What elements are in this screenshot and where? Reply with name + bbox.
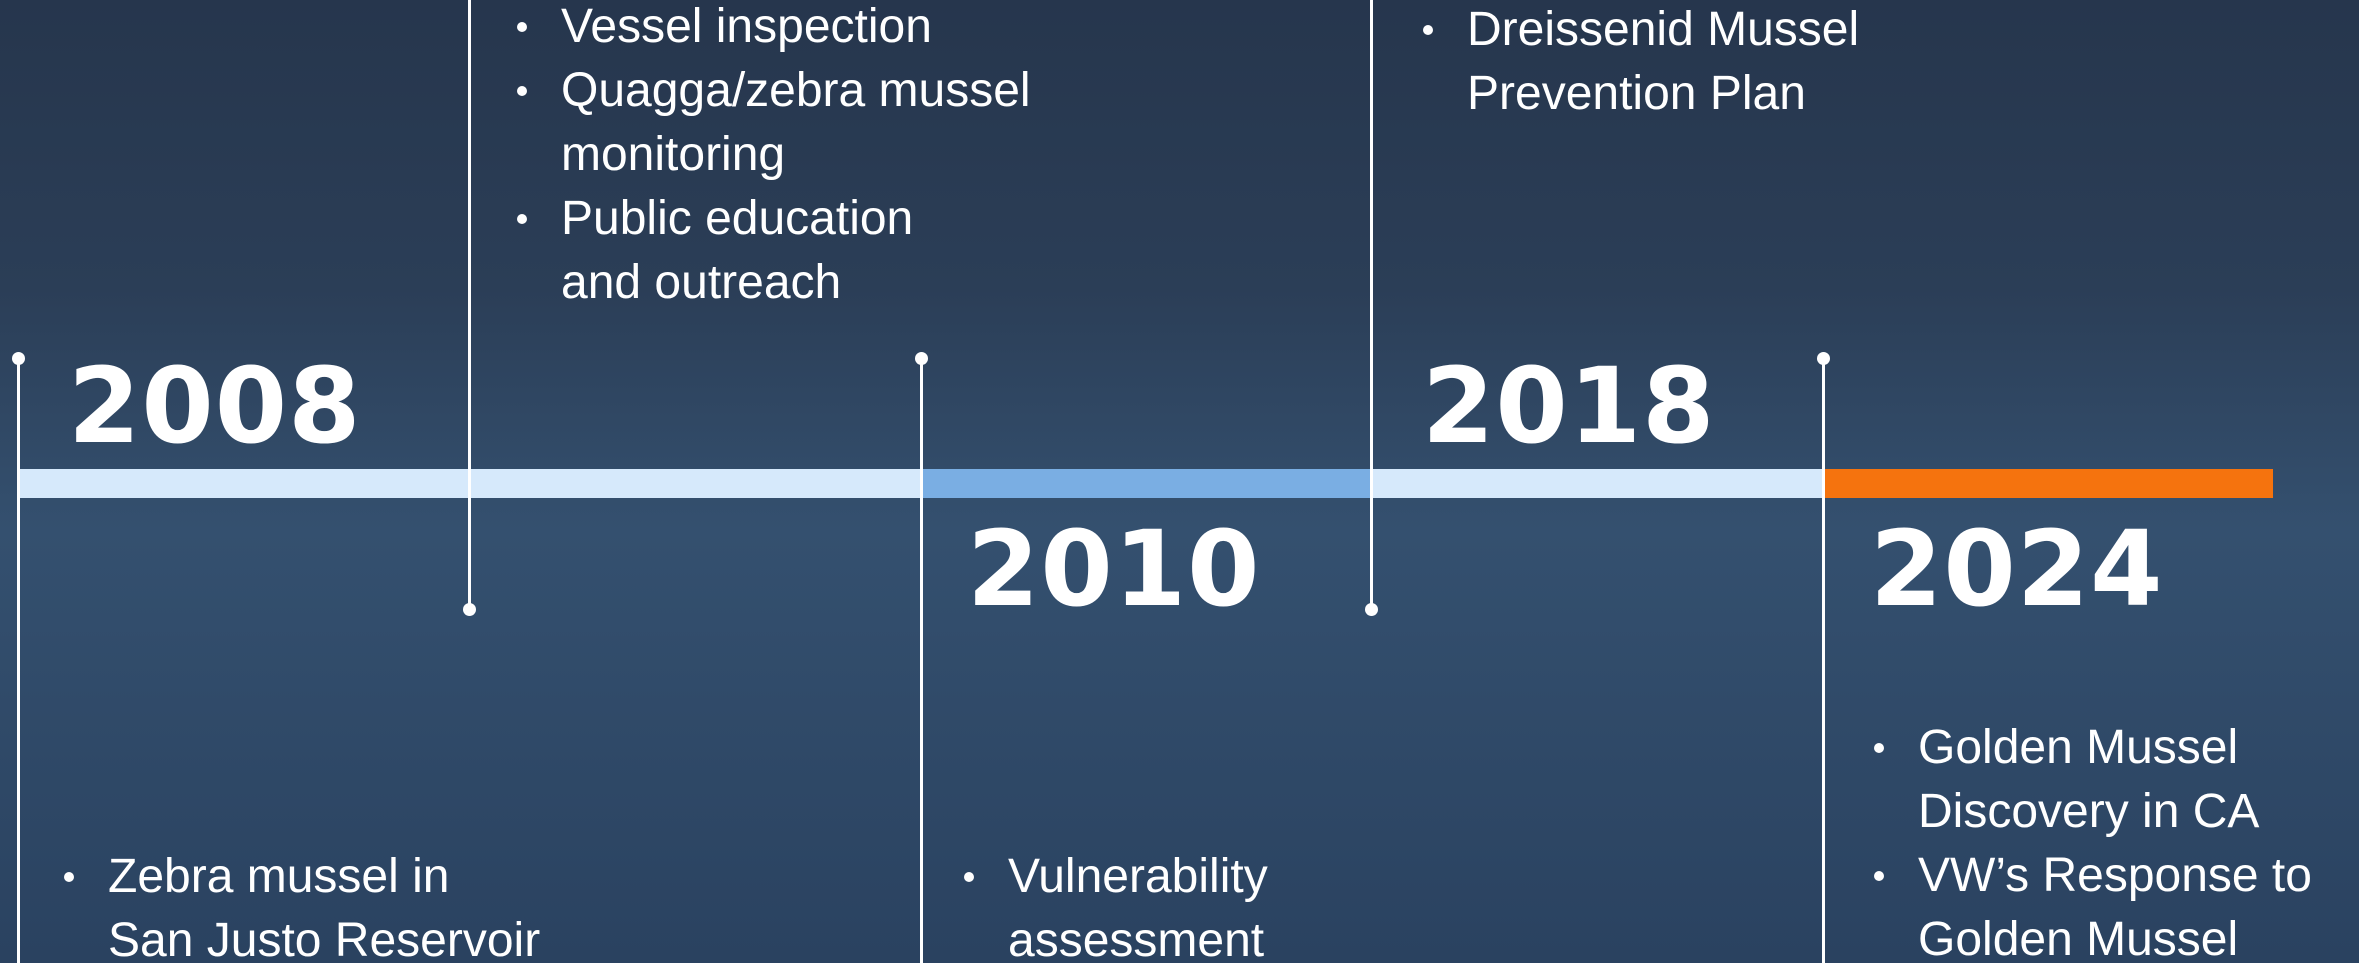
event-year: 2024 [1870, 517, 2163, 621]
bullet-point [964, 872, 974, 882]
bullet-text: monitoring [561, 131, 785, 179]
event-year: 2010 [967, 517, 1260, 621]
timeline-segment [1823, 469, 2273, 498]
bullet-point [517, 86, 527, 96]
event-year: 2018 [1422, 354, 1715, 458]
connector-dot [915, 352, 928, 365]
bullet-text: Golden Mussel [1918, 916, 2238, 963]
bullet-point [1874, 871, 1884, 881]
bullet-text: Golden Mussel [1918, 724, 2238, 772]
bullet-point [517, 22, 527, 32]
bullet-point [1874, 743, 1884, 753]
bullet-text: VW’s Response to [1918, 852, 2312, 900]
connector-line [1822, 358, 1825, 963]
bullet-text: assessment [1008, 917, 1264, 963]
bullet-point [64, 872, 74, 882]
connector-line [920, 358, 923, 963]
event-year: 2008 [68, 354, 361, 458]
bullet-text: Dreissenid Mussel [1467, 6, 1859, 54]
connector-dot [12, 352, 25, 365]
timeline-segment [921, 469, 1371, 498]
timeline-segment [1371, 469, 1823, 498]
bullet-text: Vulnerability [1008, 853, 1268, 901]
bullet-point [517, 214, 527, 224]
bullet-text: Public education [561, 195, 913, 243]
connector-line [17, 358, 20, 963]
bullet-text: Quagga/zebra mussel [561, 67, 1031, 115]
bullet-text: Vessel inspection [561, 3, 932, 51]
connector-line [1370, 0, 1373, 609]
timeline-slide: 2008 Zebra mussel in San Justo Reservoir Ve… [0, 0, 2359, 963]
connector-line [468, 0, 471, 609]
connector-dot [463, 603, 476, 616]
bullet-text: Zebra mussel in [108, 853, 449, 901]
bullet-text: Prevention Plan [1467, 70, 1806, 118]
bullet-text: San Justo Reservoir [108, 917, 540, 963]
bullet-text: and outreach [561, 259, 841, 307]
connector-dot [1365, 603, 1378, 616]
bullet-text: Discovery in CA [1918, 788, 2259, 836]
connector-dot [1817, 352, 1830, 365]
bullet-point [1423, 25, 1433, 35]
